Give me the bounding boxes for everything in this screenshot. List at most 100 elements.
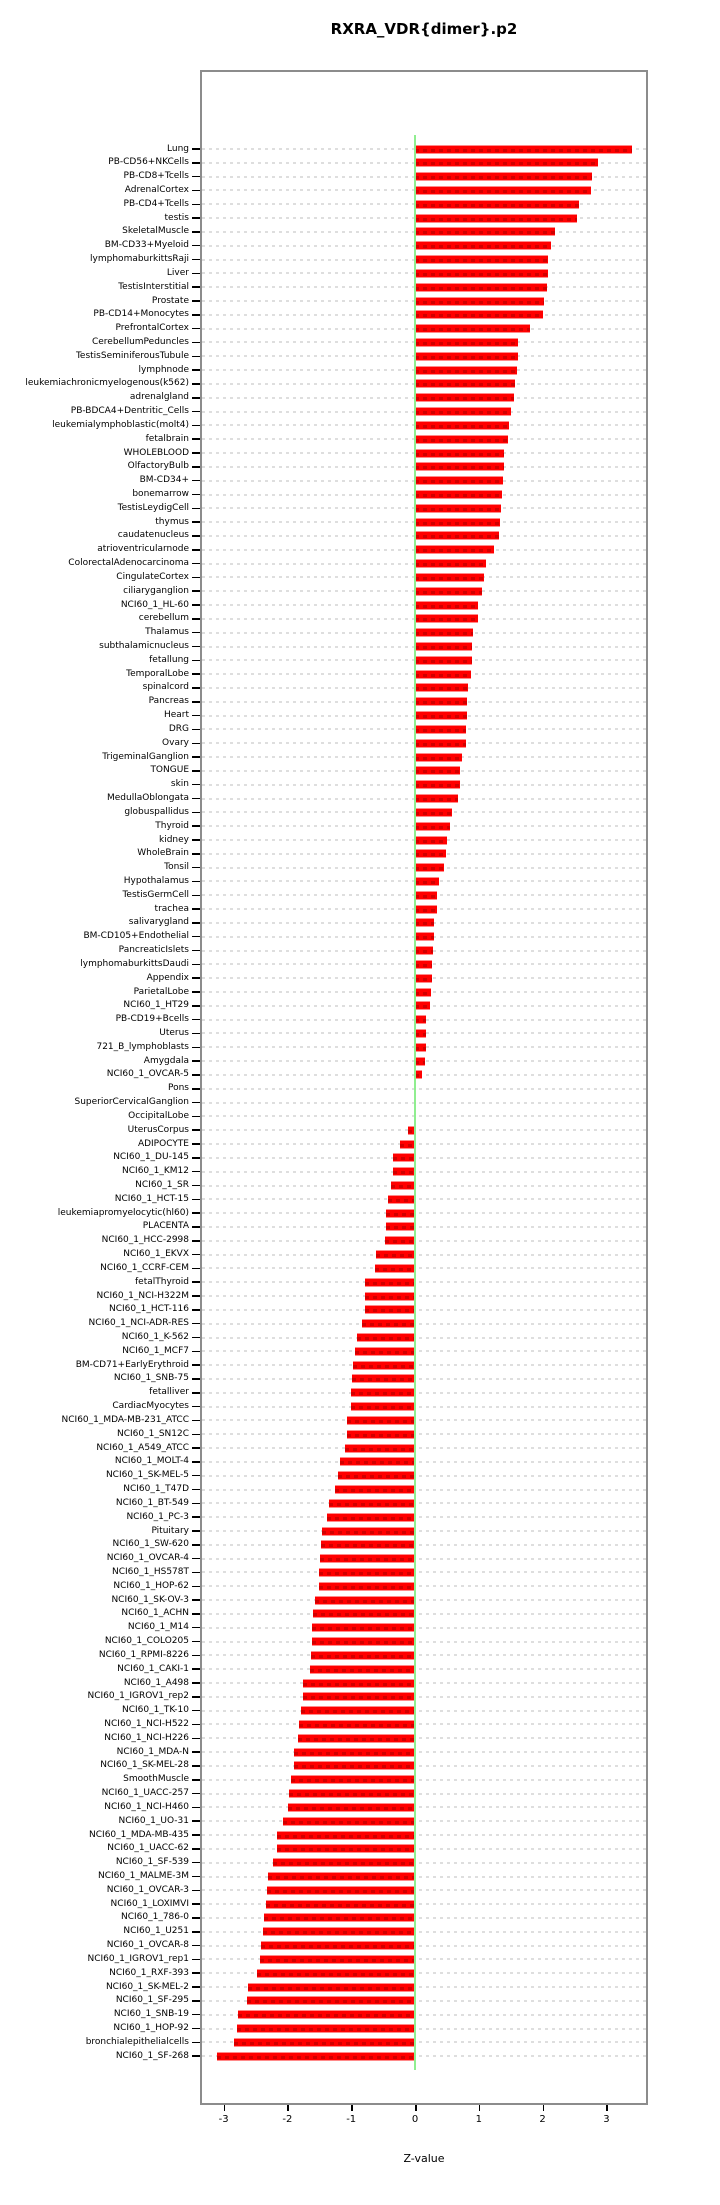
bar-grid-overlay	[415, 742, 467, 746]
y-tick	[192, 714, 200, 717]
y-tick	[192, 1861, 200, 1864]
bar-grid-overlay	[415, 369, 518, 373]
x-axis-title: Z-value	[403, 2152, 445, 2165]
y-tick	[192, 1226, 200, 1228]
y-tick	[192, 825, 200, 827]
y-tick	[192, 438, 200, 440]
bar-NCI60_1_786-0	[264, 1913, 415, 1923]
bar-NCI60_1_PC-3	[326, 1512, 415, 1522]
bar-grid-overlay	[415, 438, 509, 442]
bar-grid-overlay	[362, 1323, 415, 1327]
bar-lymphnode	[415, 365, 518, 375]
y-tick	[192, 687, 200, 689]
bar-grid-overlay	[415, 355, 518, 359]
bar-grid-overlay	[355, 1350, 415, 1354]
y-tick	[192, 1005, 200, 1007]
y-label-NCI60_1_SK-MEL-28: NCI60_1_SK-MEL-28	[100, 1760, 189, 1771]
bar-NCI60_1_UACC-257	[288, 1789, 415, 1799]
y-tick	[192, 2041, 200, 2044]
bar-grid-overlay	[415, 176, 593, 180]
y-label-bonemarrow: bonemarrow	[132, 489, 189, 499]
y-label-fetalThyroid: fetalThyroid	[135, 1276, 189, 1287]
y-tick	[192, 1516, 200, 1518]
y-label-PancreaticIslets: PancreaticIslets	[118, 945, 189, 956]
bar-grid-overlay	[415, 756, 463, 760]
y-label-NCI60_1_CCRF-CEM: NCI60_1_CCRF-CEM	[100, 1262, 189, 1273]
gridline	[202, 1170, 646, 1173]
y-tick	[192, 2027, 200, 2030]
y-label-testis: testis	[164, 212, 189, 223]
y-tick	[192, 935, 200, 938]
gridline	[202, 1543, 646, 1546]
bar-grid-overlay	[319, 1558, 415, 1562]
bar-Pituitary	[322, 1526, 415, 1536]
bar-grid-overlay	[415, 673, 472, 677]
y-tick	[192, 562, 200, 565]
bar-TemporalLobe	[415, 669, 472, 679]
bar-grid-overlay	[415, 452, 505, 456]
y-tick	[192, 1557, 200, 1560]
bar-NCI60_1_A549_ATCC	[345, 1443, 415, 1453]
y-label-NCI60_1_786-0: NCI60_1_786-0	[120, 1912, 189, 1923]
y-tick	[192, 1074, 200, 1076]
bar-Uterus	[415, 1028, 426, 1038]
y-label-NCI60_1_SNB-75: NCI60_1_SNB-75	[113, 1373, 189, 1384]
y-label-atrioventricularnode: atrioventricularnode	[97, 544, 189, 555]
bar-adrenalgland	[415, 393, 514, 403]
gridline	[202, 1654, 646, 1657]
y-tick	[192, 1281, 200, 1283]
y-label-leukemiachronicmyelogenous(k562): leukemiachronicmyelogenous(k562)	[25, 378, 189, 389]
bar-grid-overlay	[415, 936, 434, 940]
y-label-NCI60_1_SK-OV-3: NCI60_1_SK-OV-3	[111, 1594, 189, 1605]
y-label-NCI60_1_SNB-19: NCI60_1_SNB-19	[113, 2009, 189, 2020]
y-label-subthalamicnucleus: subthalamicnucleus	[99, 641, 189, 652]
gridline	[202, 1516, 646, 1519]
y-tick	[192, 659, 200, 662]
bar-MedullaOblongata	[415, 794, 459, 804]
bar-subthalamicnucleus	[415, 642, 473, 652]
bar-grid-overlay	[350, 1392, 415, 1396]
y-tick	[192, 148, 200, 150]
y-tick	[192, 1350, 200, 1353]
bar-721_B_lymphoblasts	[415, 1042, 426, 1052]
y-tick	[192, 1170, 200, 1173]
bar-grid-overlay	[415, 590, 482, 594]
bar-grid-overlay	[386, 1212, 415, 1216]
bar-NCI60_1_NCI-H226	[297, 1733, 415, 1743]
y-tick	[192, 1143, 200, 1145]
gridline	[202, 1958, 646, 1961]
y-tick	[192, 162, 200, 164]
y-tick	[192, 369, 200, 371]
bar-UterusCorpus	[407, 1125, 415, 1135]
gridline	[202, 1419, 646, 1422]
bar-CerebellumPeduncles	[415, 337, 519, 347]
bar-grid-overlay	[415, 259, 549, 263]
bar-skin	[415, 780, 461, 790]
y-label-NCI60_1_HS578T: NCI60_1_HS578T	[111, 1566, 189, 1577]
bar-Liver	[415, 268, 549, 278]
bar-grid-overlay	[415, 977, 433, 981]
bar-grid-overlay	[328, 1502, 415, 1506]
bar-grid-overlay	[415, 646, 473, 650]
bar-NCI60_1_MDA-MB-231_ATCC	[346, 1415, 415, 1425]
y-label-NCI60_1_SK-MEL-2: NCI60_1_SK-MEL-2	[105, 1981, 189, 1992]
gridline	[202, 1764, 646, 1767]
bar-grid-overlay	[365, 1295, 415, 1299]
y-label-TestisLeydigCell: TestisLeydigCell	[117, 502, 189, 513]
bar-grid-overlay	[415, 466, 504, 470]
bar-fetalliver	[350, 1388, 415, 1398]
bar-grid-overlay	[415, 798, 459, 802]
bar-grid-overlay	[386, 1226, 415, 1230]
y-tick	[192, 1613, 200, 1615]
y-label-Prostate: Prostate	[151, 295, 189, 306]
y-label-NCI60_1_OVCAR-8: NCI60_1_OVCAR-8	[106, 1940, 189, 1951]
bar-grid-overlay	[387, 1198, 415, 1202]
y-tick	[192, 2055, 200, 2057]
bar-grid-overlay	[385, 1240, 415, 1244]
y-label-NCI60_1_NCI-ADR-RES: NCI60_1_NCI-ADR-RES	[88, 1318, 189, 1329]
bar-grid-overlay	[364, 1309, 415, 1313]
y-label-OccipitalLobe: OccipitalLobe	[128, 1110, 189, 1121]
bar-grid-overlay	[346, 1419, 415, 1423]
y-tick	[192, 397, 200, 399]
x-tick-label-2: 2	[539, 2114, 546, 2125]
